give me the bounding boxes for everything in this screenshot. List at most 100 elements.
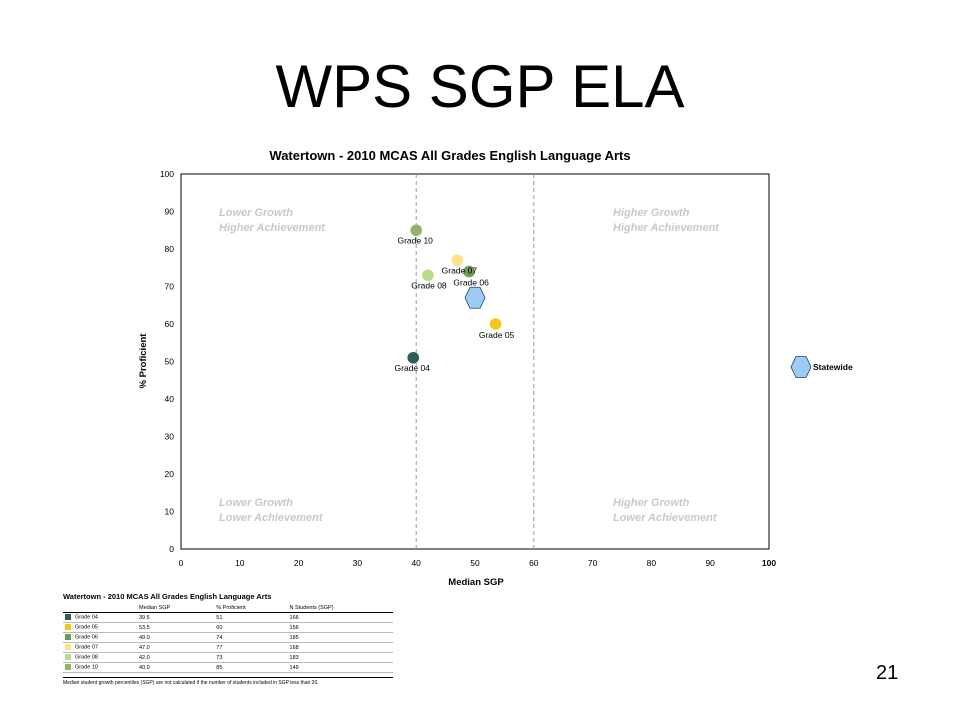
data-table: Median SGP % Proficient N Students (SGP)…	[63, 604, 393, 673]
table-cell-proficient-text: 77	[216, 644, 223, 651]
y-tick-label: 80	[165, 244, 175, 254]
table-cell-median-sgp: 49.0	[137, 632, 215, 643]
x-tick-label: 90	[705, 558, 715, 568]
quadrant-label-bottom-right: Lower Achievement	[613, 512, 718, 524]
y-tick-label: 0	[169, 544, 174, 554]
table-cell-proficient: 51	[214, 612, 288, 623]
y-tick-label: 10	[165, 507, 175, 517]
x-tick-label: 30	[353, 558, 363, 568]
table-header-row: Median SGP % Proficient N Students (SGP)	[63, 604, 393, 613]
y-axis-label: % Proficient	[138, 333, 149, 389]
table-cell-median-sgp-text: 40.0	[139, 664, 150, 671]
table-cell-proficient-text: 73	[216, 654, 223, 661]
x-tick-label: 10	[235, 558, 245, 568]
x-tick-label: 50	[470, 558, 480, 568]
quadrant-label-top-left: Lower Growth	[219, 207, 293, 219]
table-footnote: Median student growth percentiles (SGP) …	[63, 677, 393, 686]
table-title: Watertown - 2010 MCAS All Grades English…	[63, 592, 272, 601]
x-tick-label: 40	[411, 558, 421, 568]
table-cell-median-sgp: 42.0	[137, 652, 215, 663]
y-tick-label: 90	[165, 207, 175, 217]
data-point	[422, 269, 434, 282]
table-cell-median-sgp: 53.5	[137, 622, 215, 633]
table-cell-n-students: 149	[287, 662, 393, 673]
table-cell-median-sgp-text: 53.5	[139, 624, 150, 631]
data-point-label: Grade 05	[479, 330, 515, 340]
table-cell-median-sgp-text: 39.5	[139, 614, 150, 621]
table-cell-n-students-text: 156	[289, 624, 299, 631]
chart-title: Watertown - 2010 MCAS All Grades English…	[269, 148, 630, 163]
data-point	[407, 351, 420, 364]
table-cell-n-students: 156	[287, 622, 393, 633]
grade-color-swatch	[65, 664, 71, 671]
y-tick-label: 100	[160, 169, 174, 179]
quadrant-label-top-right: Higher Growth	[613, 207, 690, 219]
grade-color-swatch	[65, 654, 71, 661]
data-point-label: Grade 04	[395, 363, 431, 373]
table-cell-grade: Grade 04	[63, 612, 137, 623]
table-cell-n-students-text: 149	[289, 664, 299, 671]
data-point-label: Grade 08	[411, 280, 447, 290]
y-tick-label: 20	[165, 469, 175, 479]
y-tick-label: 70	[165, 282, 175, 292]
table-cell-proficient: 74	[214, 632, 288, 643]
x-tick-label: 60	[529, 558, 539, 568]
x-tick-label: 80	[647, 558, 657, 568]
data-point	[463, 265, 475, 278]
table-cell-median-sgp: 40.0	[137, 662, 215, 673]
table-cell-grade-text: Grade 10	[75, 664, 98, 671]
table-cell-proficient-text: 85	[216, 664, 223, 671]
table-row: Grade 08 42.0 73 183	[63, 652, 393, 663]
table-cell-grade: Grade 10	[63, 662, 137, 673]
data-point-label: Grade 10	[397, 235, 433, 245]
x-axis-label: Median SGP	[448, 577, 504, 588]
slide-title: WPS SGP ELA	[275, 53, 685, 120]
table-cell-grade-text: Grade 05	[75, 624, 98, 631]
quadrant-label-bottom-left: Lower Growth	[219, 497, 293, 509]
quadrant-label-top-left: Higher Achievement	[219, 222, 326, 234]
y-tick-label: 50	[165, 357, 175, 367]
table-header-grade	[63, 604, 137, 613]
table-cell-median-sgp: 47.0	[137, 642, 215, 653]
table-cell-median-sgp-text: 49.0	[139, 634, 150, 641]
table-row: Grade 04 39.5 51 166	[63, 612, 393, 623]
table-cell-proficient-text: 74	[216, 634, 223, 641]
data-point-label: Grade 06	[453, 278, 489, 288]
grade-color-swatch	[65, 614, 71, 621]
table-cell-n-students: 168	[287, 642, 393, 653]
table-cell-median-sgp: 39.5	[137, 612, 215, 623]
table-cell-grade: Grade 05	[63, 622, 137, 633]
table-header-proficient: % Proficient	[214, 604, 288, 613]
table-cell-n-students: 166	[287, 612, 393, 623]
data-point	[410, 224, 423, 237]
x-tick-label: 70	[588, 558, 598, 568]
grade-color-swatch	[65, 634, 71, 641]
table-cell-proficient: 77	[214, 642, 288, 653]
table-cell-n-students: 183	[287, 652, 393, 663]
y-tick-label: 30	[165, 432, 175, 442]
quadrant-label-bottom-left: Lower Achievement	[219, 512, 324, 524]
plot-frame	[180, 173, 770, 550]
table-row: Grade 07 47.0 77 168	[63, 642, 393, 653]
summary-table: Watertown - 2010 MCAS All Grades English…	[63, 592, 393, 686]
table-cell-n-students-text: 185	[289, 634, 299, 641]
table-cell-proficient-text: 60	[216, 624, 223, 631]
table-header-n-students: N Students (SGP)	[287, 604, 393, 613]
page-number: 21	[876, 662, 899, 684]
table-cell-n-students-text: 183	[289, 654, 299, 661]
table-cell-proficient: 60	[214, 622, 288, 633]
table-row: Grade 05 53.5 60 156	[63, 622, 393, 633]
quadrant-label-top-right: Higher Achievement	[613, 222, 720, 234]
table-cell-n-students-text: 168	[289, 644, 299, 651]
table-row: Grade 10 40.0 85 149	[63, 662, 393, 673]
table-header-median-sgp: Median SGP	[137, 604, 215, 613]
table-cell-proficient-text: 51	[216, 614, 223, 621]
data-point	[489, 318, 502, 330]
data-point-label: Grade 07	[442, 265, 478, 275]
grade-color-swatch	[65, 644, 71, 651]
table-cell-proficient: 85	[214, 662, 288, 673]
table-cell-proficient: 73	[214, 652, 288, 663]
table-cell-grade-text: Grade 04	[75, 614, 98, 621]
table-cell-grade-text: Grade 07	[75, 644, 98, 651]
